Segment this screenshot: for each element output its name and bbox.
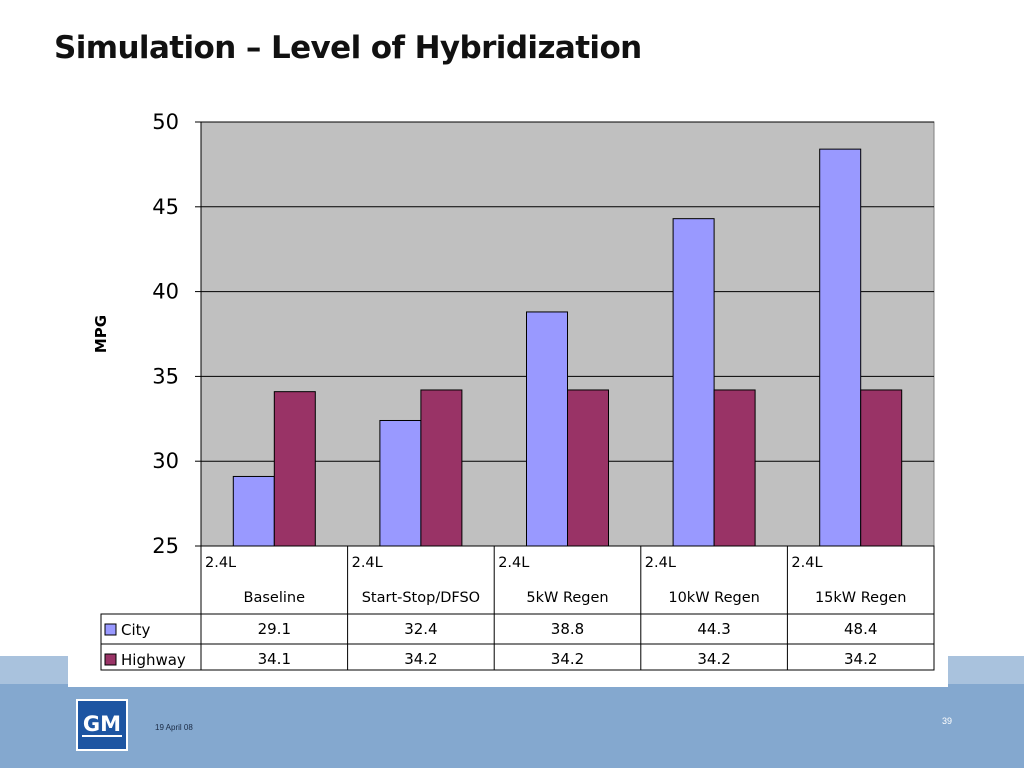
y-axis-label: MPG — [92, 314, 110, 354]
value-highway-4: 34.2 — [844, 650, 877, 668]
bar-city-3 — [672, 218, 715, 547]
y-tick-label-35: 35 — [152, 364, 179, 388]
category-label-line2-4: 15kW Regen — [815, 590, 906, 606]
slide-title: Simulation – Level of Hybridization — [54, 30, 642, 66]
footer-band-lower — [0, 684, 1024, 768]
value-highway-0: 34.1 — [258, 650, 291, 668]
y-tick-label-50: 50 — [152, 110, 179, 134]
value-highway-2: 34.2 — [551, 650, 584, 668]
value-city-4: 48.4 — [844, 620, 877, 638]
slide-date: 19 April 08 — [155, 723, 193, 732]
category-label-line2-3: 10kW Regen — [668, 590, 759, 606]
bar-highway-1 — [420, 389, 463, 547]
bar-city-1 — [379, 419, 422, 547]
bar-highway-4 — [860, 389, 903, 547]
legend-swatch-highway — [104, 653, 117, 666]
bar-highway-3 — [713, 389, 756, 547]
category-label-line1-0: 2.4L — [205, 555, 236, 571]
bar-city-2 — [526, 311, 568, 547]
page-number: 39 — [942, 716, 953, 726]
bar-highway-0 — [273, 391, 316, 547]
category-label-line2-2: 5kW Regen — [526, 590, 608, 606]
category-label-line2-1: Start-Stop/DFSO — [362, 590, 480, 606]
mpg-bar-chart: 25 30 35 40 45 50 2.4L Baseline 2.4L Start-Stop/D… — [100, 110, 935, 671]
table-series-block — [100, 613, 935, 671]
bar-city-0 — [232, 475, 275, 547]
category-label-line1-3: 2.4L — [645, 555, 676, 571]
value-highway-3: 34.2 — [697, 650, 730, 668]
legend-label-highway: Highway — [121, 651, 186, 669]
value-city-1: 32.4 — [404, 620, 437, 638]
y-tick-label-25: 25 — [152, 534, 179, 558]
category-label-line1-1: 2.4L — [352, 555, 383, 571]
bar-highway-2 — [567, 389, 609, 547]
category-label-line1-2: 2.4L — [498, 555, 529, 571]
category-label-line2-0: Baseline — [244, 590, 306, 606]
gm-logo-text: GM — [81, 712, 123, 737]
value-city-3: 44.3 — [697, 620, 730, 638]
value-city-0: 29.1 — [258, 620, 291, 638]
y-tick-label-30: 30 — [152, 449, 179, 473]
bar-city-4 — [819, 148, 862, 547]
gm-logo: GM — [76, 699, 128, 751]
legend-swatch-city — [104, 623, 117, 636]
category-label-line1-4: 2.4L — [791, 555, 822, 571]
y-tick-label-45: 45 — [152, 195, 179, 219]
chart-panel: 25 30 35 40 45 50 2.4L Baseline 2.4L Start-Stop/D… — [68, 100, 948, 687]
value-city-2: 38.8 — [551, 620, 584, 638]
legend-label-city: City — [121, 621, 151, 639]
value-highway-1: 34.2 — [404, 650, 437, 668]
y-tick-label-40: 40 — [152, 280, 179, 304]
